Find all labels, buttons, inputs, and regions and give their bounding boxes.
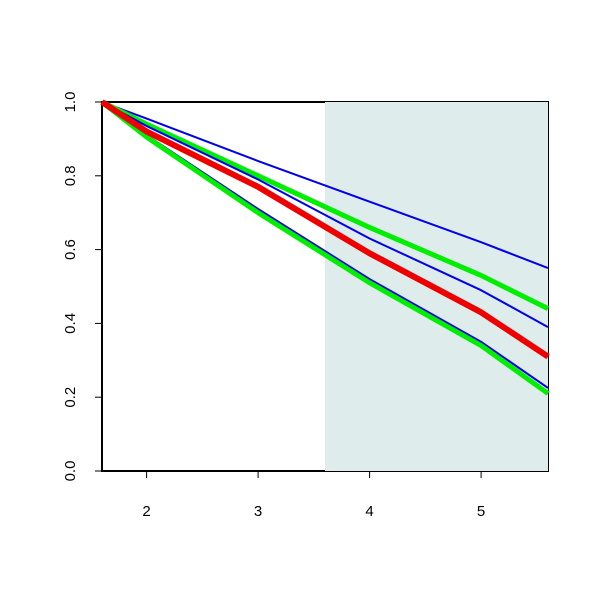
line-series [101, 101, 549, 328]
x-tick-label: 4 [365, 503, 373, 520]
y-tick-label: 0.2 [62, 387, 79, 408]
line-series [101, 101, 549, 269]
x-tick-label: 5 [477, 503, 485, 520]
x-tick-label: 2 [142, 503, 150, 520]
y-tick-label: 1.0 [62, 92, 79, 113]
line-series [100, 100, 550, 396]
line-series [100, 99, 550, 311]
y-tick-label: 0.0 [62, 461, 79, 482]
x-tick-label: 3 [254, 503, 262, 520]
y-tick-label: 0.6 [62, 239, 79, 260]
line-series [100, 99, 550, 360]
y-tick-label: 0.4 [62, 313, 79, 334]
y-tick-label: 0.8 [62, 165, 79, 186]
